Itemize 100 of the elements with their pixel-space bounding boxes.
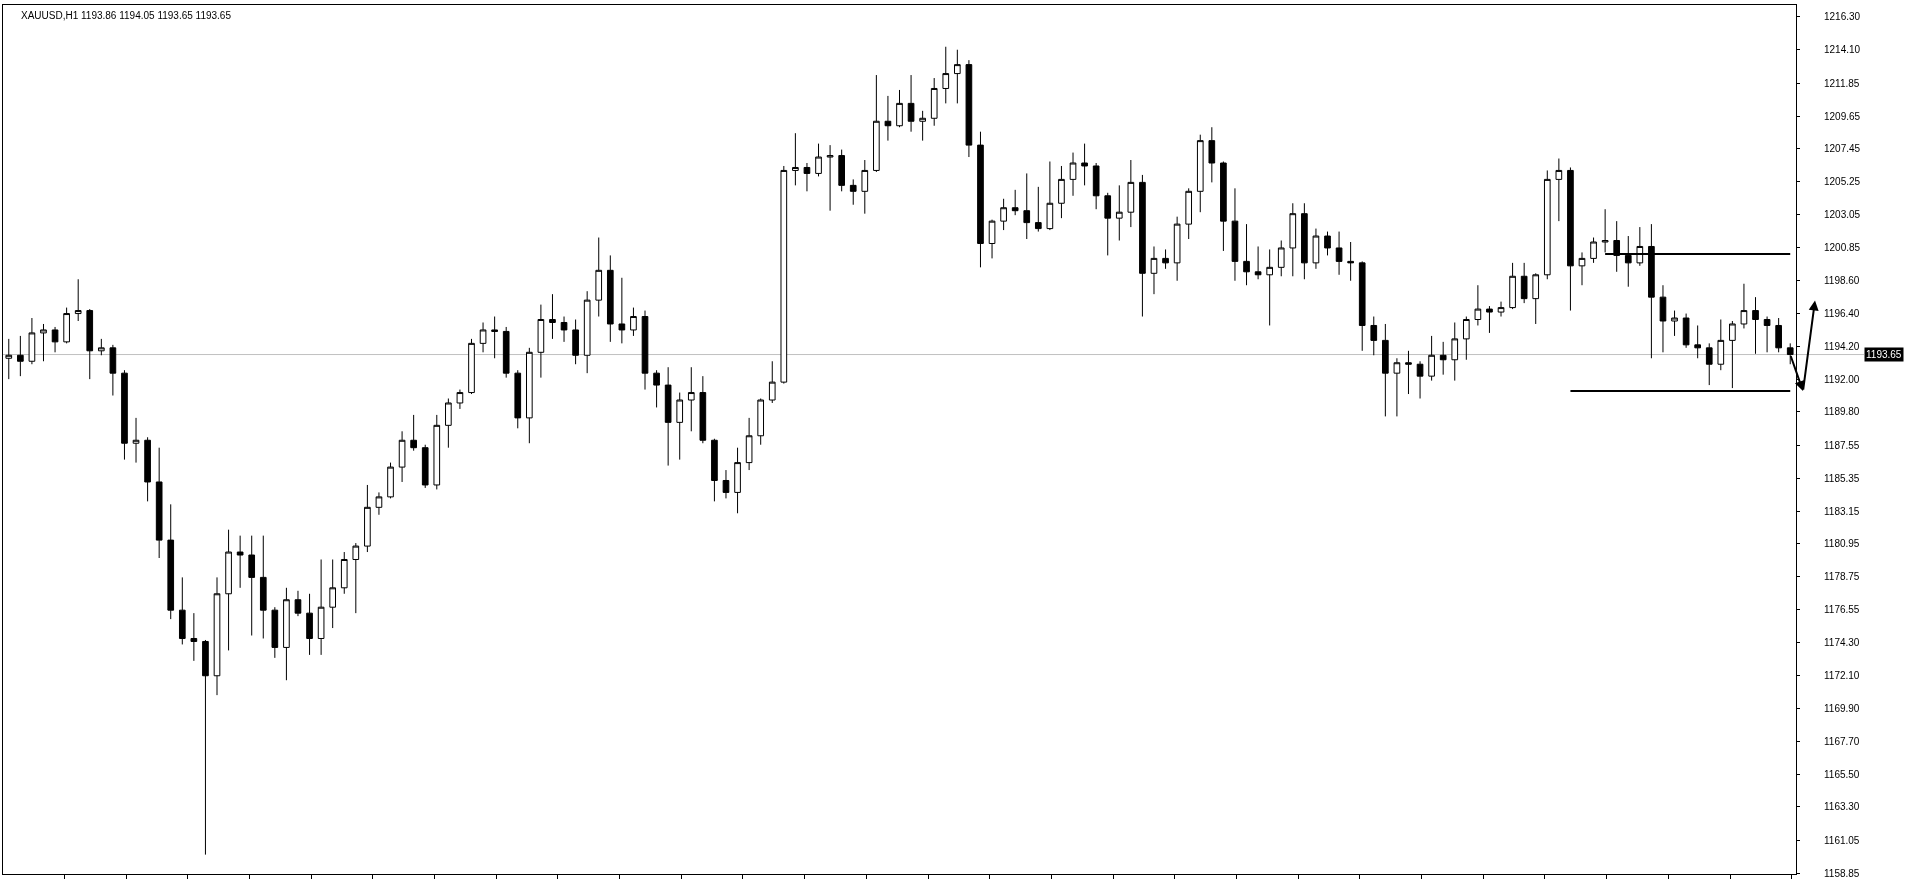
y-tick-label: 1216.30 [1824,11,1861,23]
candlestick [248,535,256,637]
candlestick [757,398,765,446]
candlestick [1543,169,1551,280]
candlestick [1162,248,1169,270]
candlestick [1243,223,1250,286]
candlestick [132,417,140,464]
candlestick [1439,341,1447,376]
candlestick [1208,126,1216,183]
candlestick [815,143,822,177]
candlestick [1150,245,1158,295]
candlestick [1139,174,1146,318]
candlestick [1011,189,1019,216]
candlestick [63,307,70,344]
candlestick [502,326,510,379]
candlestick [86,308,94,380]
candlestick [340,551,348,595]
candlestick [907,74,915,133]
y-tick-label: 1185.35 [1824,472,1860,484]
candlestick [178,576,186,645]
candlestick [1567,166,1574,312]
candlestick [1752,296,1759,355]
y-tick-label: 1203.05 [1824,208,1861,220]
candlestick [1705,342,1713,386]
candlestick [97,338,105,356]
candlestick [537,304,545,379]
candlestick [121,369,128,461]
y-tick-label: 1187.55 [1824,439,1860,451]
candlestick [873,74,880,173]
y-tick-label: 1174.30 [1824,637,1860,649]
candlestick [1428,335,1435,382]
candlestick [965,59,973,158]
candlestick [1324,231,1331,256]
candlestick [1046,161,1054,231]
candlestick [317,558,325,656]
candlestick [1509,262,1516,310]
candlestick [1474,284,1482,326]
candlestick [896,89,903,128]
candlestick [1462,316,1470,361]
candlestick [1034,186,1042,233]
candlestick [51,326,59,353]
candlestick [167,503,175,620]
candlestick [780,165,788,385]
ref-line-label: 1193.65 [1866,349,1902,360]
candlestick [5,338,13,380]
candlestick [1000,198,1007,231]
y-tick-label: 1205.25 [1824,176,1861,188]
candlestick [583,290,591,374]
candlestick [445,398,452,449]
candlestick [687,366,695,432]
candlestick [271,606,279,659]
y-tick-label: 1192.00 [1824,373,1860,385]
candlestick [1694,324,1702,359]
y-tick-label: 1161.05 [1824,834,1860,846]
y-tick-label: 1165.50 [1824,768,1860,780]
candlestick [1115,184,1123,242]
y-tick-label: 1194.20 [1824,340,1860,352]
candlestick [155,447,163,559]
candlestick [1682,313,1690,349]
candlestick [1729,320,1736,389]
candlestick [1775,317,1782,353]
candlestick [283,587,290,681]
candlestick [1370,316,1378,356]
candlestick [1416,360,1424,400]
candlestick [1127,159,1135,228]
candlestick [364,484,371,553]
candlestick [803,162,811,192]
candlestick [1092,162,1100,210]
candlestick [1196,134,1204,213]
y-tick-label: 1158.85 [1824,867,1860,879]
candlestick [213,576,221,696]
candlestick [28,317,36,365]
candlestick [1058,165,1065,219]
y-tick-label: 1198.60 [1824,275,1860,287]
candlestick [826,144,834,212]
candlestick [294,590,302,617]
candlestick [618,277,626,344]
candlestick [676,392,684,461]
candlestick [1451,321,1459,382]
candlestick [1671,310,1678,337]
candlestick [884,95,892,142]
candlestick [792,132,799,186]
candlestick [606,254,614,343]
y-tick-label: 1211.85 [1824,77,1860,89]
candlestick [1590,237,1597,264]
candlestick [190,612,198,662]
candlestick [1185,187,1193,240]
candlestick [734,447,741,514]
candlestick [456,389,464,410]
candlestick [711,438,718,502]
candlestick [861,159,869,215]
candlestick [1393,357,1401,417]
candlestick [930,77,938,127]
candlestick [1405,350,1412,395]
candlestick [1740,283,1748,329]
candlestick [259,535,267,639]
candlestick [74,278,82,322]
candlestick [236,535,244,589]
y-tick-label: 1196.40 [1824,308,1860,320]
candlestick [664,366,672,467]
